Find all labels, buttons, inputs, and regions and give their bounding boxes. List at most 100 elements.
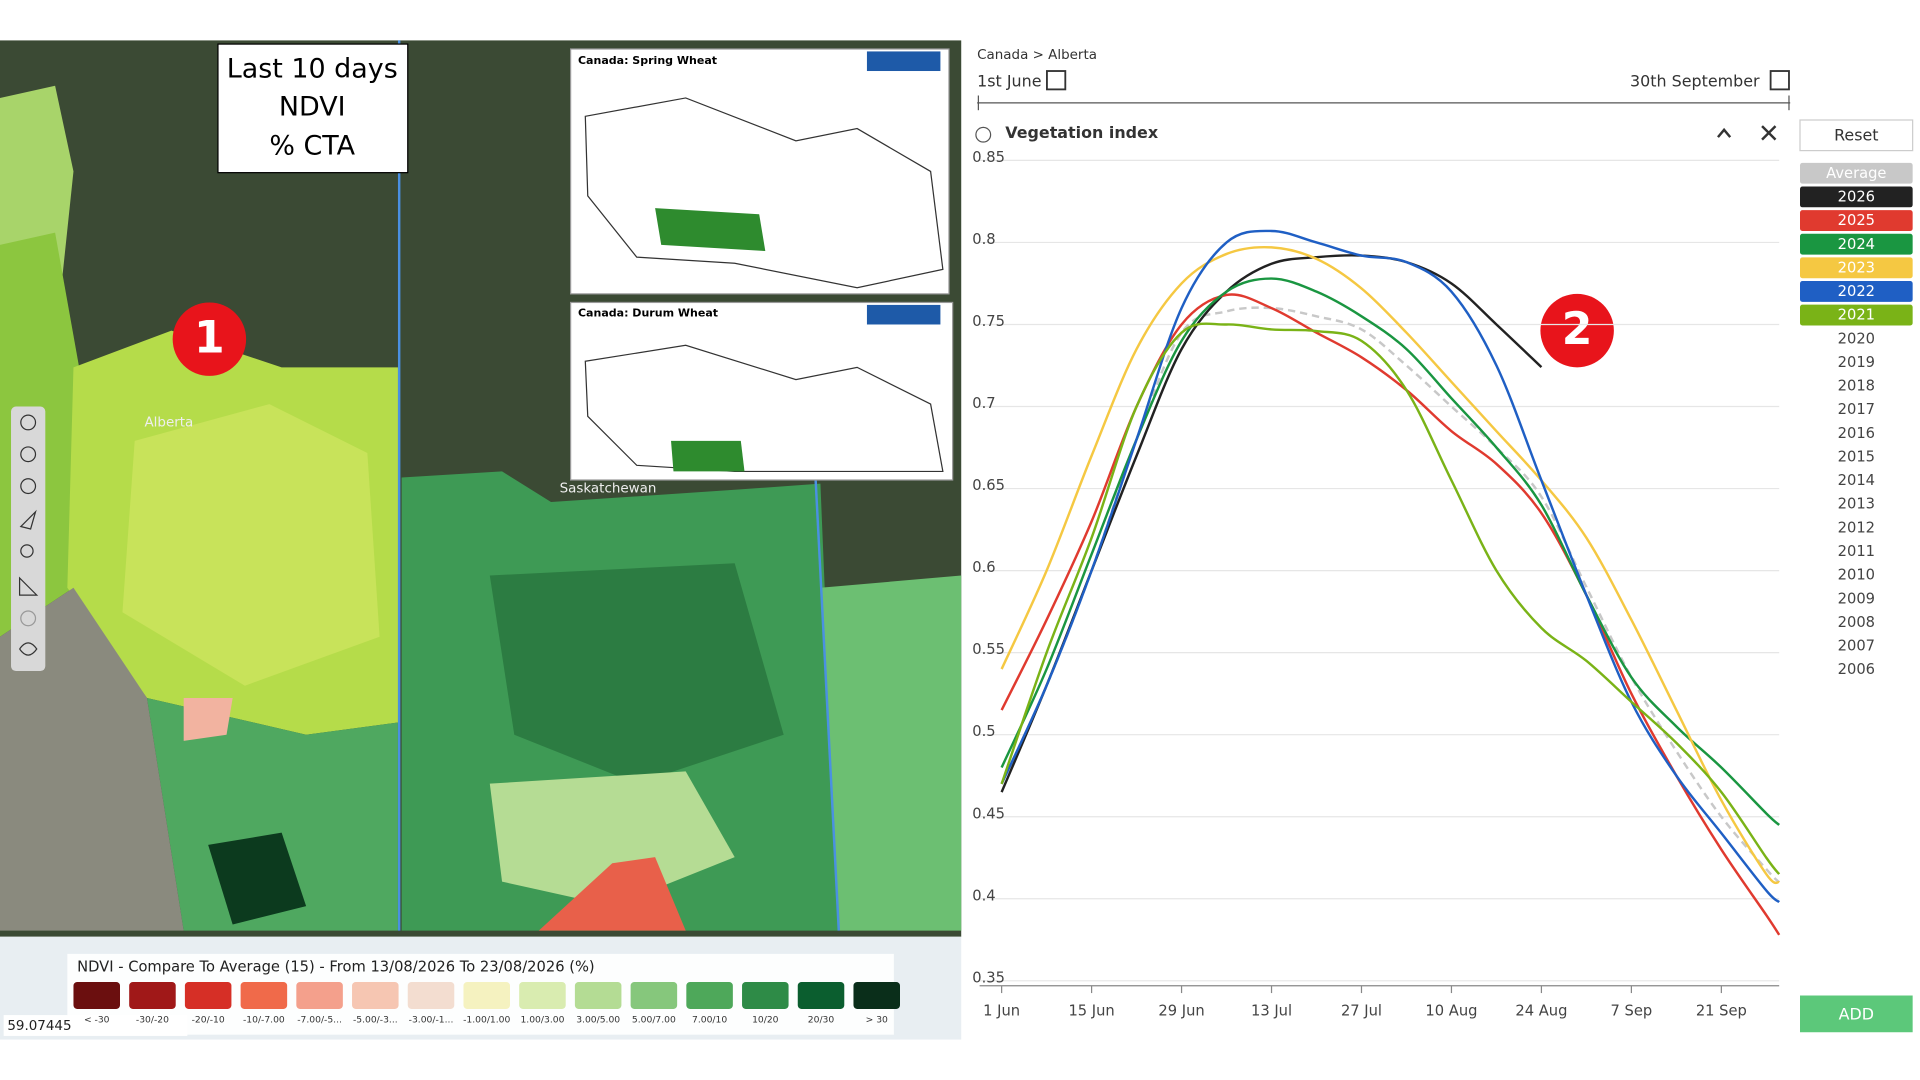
inset-outline — [584, 344, 944, 473]
measure-icon[interactable] — [18, 576, 39, 596]
collapse-button[interactable] — [1717, 127, 1732, 138]
panel — [975, 70, 1914, 1033]
legend-entry[interactable]: Average — [1826, 165, 1886, 182]
region — [183, 697, 233, 741]
add-label[interactable]: ADD — [1839, 1005, 1874, 1024]
year-option[interactable]: 2006 — [1838, 661, 1875, 678]
region — [820, 575, 962, 931]
usda-logo — [866, 51, 941, 72]
year-option[interactable]: 2019 — [1838, 354, 1875, 371]
legend-swatch[interactable] — [73, 982, 120, 1009]
reset-label[interactable]: Reset — [1834, 125, 1878, 144]
legend-swatch[interactable] — [742, 982, 789, 1009]
year-option[interactable]: 2010 — [1838, 567, 1875, 584]
region — [489, 771, 735, 907]
legend-entry[interactable]: 2021 — [1838, 307, 1875, 324]
add-button[interactable] — [1800, 995, 1913, 1033]
year-option[interactable]: 2014 — [1838, 472, 1875, 489]
legend-label: 7.00/10 — [692, 1014, 727, 1025]
legend-swatch[interactable] — [407, 982, 455, 1009]
end-date[interactable]: 30th September — [1630, 72, 1760, 91]
series-line — [1000, 277, 1780, 826]
close-button[interactable] — [1761, 125, 1777, 141]
locate-icon[interactable] — [19, 509, 37, 530]
legend-entry[interactable]: 2023 — [1838, 259, 1875, 276]
overlay-text: NDVI — [279, 91, 346, 122]
legend-swatch[interactable] — [352, 982, 399, 1009]
legend-swatch[interactable] — [797, 982, 845, 1009]
legend-swatch[interactable] — [519, 982, 566, 1009]
series-line — [1000, 245, 1780, 885]
legend-swatch[interactable] — [296, 982, 343, 1009]
toolbar — [11, 406, 46, 672]
legend-swatch[interactable] — [853, 982, 900, 1009]
x-tick-label: 27 Jul — [1341, 1002, 1382, 1019]
legend-label: -30/-20 — [136, 1014, 169, 1025]
year-option[interactable]: 2011 — [1838, 543, 1875, 560]
legend-swatch[interactable] — [463, 982, 510, 1009]
legend-button[interactable] — [1800, 257, 1913, 279]
inset-title: Canada: Spring Wheat — [578, 54, 718, 67]
legend-swatch[interactable] — [184, 982, 232, 1009]
y-tick-label: 0.4 — [972, 887, 995, 904]
year-option[interactable]: 2018 — [1838, 378, 1875, 395]
x-tick-label: 24 Aug — [1515, 1002, 1567, 1019]
layers-icon[interactable] — [20, 414, 37, 431]
legend-label: < -30 — [84, 1014, 110, 1025]
year-option[interactable]: 2017 — [1838, 401, 1875, 418]
legend-button[interactable] — [1800, 186, 1913, 208]
reset-button[interactable] — [1799, 119, 1914, 152]
legend-entry[interactable]: 2024 — [1838, 236, 1875, 253]
draw-icon[interactable] — [19, 642, 38, 656]
legend-swatch[interactable] — [574, 982, 622, 1009]
x-tick-label: 21 Sep — [1696, 1002, 1747, 1019]
legend-swatch[interactable] — [240, 982, 288, 1009]
annotation-label: 1 — [194, 312, 225, 363]
calendar-icon[interactable] — [1769, 70, 1790, 91]
crop-area — [655, 208, 766, 252]
legend-label: -1.00/1.00 — [463, 1014, 510, 1025]
year-option[interactable]: 2020 — [1838, 330, 1875, 347]
coordinate-box — [3, 1015, 188, 1036]
region — [122, 404, 380, 686]
series-line — [1000, 229, 1780, 904]
year-option[interactable]: 2012 — [1838, 519, 1875, 536]
breadcrumb[interactable]: Canada > Alberta — [977, 48, 1097, 63]
year-option[interactable]: 2015 — [1838, 448, 1875, 465]
legend-button[interactable] — [1800, 281, 1913, 302]
start-date[interactable]: 1st June — [977, 72, 1041, 91]
year-option[interactable]: 2007 — [1838, 638, 1875, 655]
inset-outline — [584, 97, 944, 289]
usda-logo — [866, 304, 941, 325]
year-option[interactable]: 2013 — [1838, 496, 1875, 513]
toolbar-bg — [11, 406, 46, 672]
crop-area — [671, 440, 745, 472]
legend-entry[interactable]: 2022 — [1838, 283, 1875, 300]
legend-label: -20/-10 — [192, 1014, 225, 1025]
y-tick-label: 0.6 — [972, 559, 995, 576]
place-label: Alberta — [144, 415, 193, 430]
legend-button[interactable] — [1800, 162, 1913, 184]
legend-button[interactable] — [1800, 304, 1913, 326]
legend-button[interactable] — [1800, 233, 1913, 255]
x-tick-label: 13 Jul — [1251, 1002, 1292, 1019]
gps-icon[interactable] — [20, 610, 37, 627]
zoom-out-icon[interactable] — [20, 478, 37, 495]
zoom-in-icon[interactable] — [20, 446, 37, 463]
year-option[interactable]: 2016 — [1838, 425, 1875, 442]
search-icon[interactable] — [20, 544, 34, 558]
legend-swatch[interactable] — [630, 982, 678, 1009]
legend-entry[interactable]: 2026 — [1838, 189, 1875, 206]
legend-label: 3.00/5.00 — [576, 1014, 620, 1025]
y-tick-label: 0.75 — [972, 313, 1005, 330]
legend-label: -5.00/-3... — [353, 1014, 398, 1025]
year-option[interactable]: 2009 — [1838, 590, 1875, 607]
legend-label: > 30 — [866, 1014, 888, 1025]
legend-entry[interactable]: 2025 — [1838, 212, 1875, 229]
legend-swatch[interactable] — [686, 982, 733, 1009]
legend-button[interactable] — [1800, 210, 1913, 231]
calendar-icon[interactable] — [1046, 70, 1067, 91]
year-option[interactable]: 2008 — [1838, 614, 1875, 631]
legend-swatch[interactable] — [129, 982, 176, 1009]
